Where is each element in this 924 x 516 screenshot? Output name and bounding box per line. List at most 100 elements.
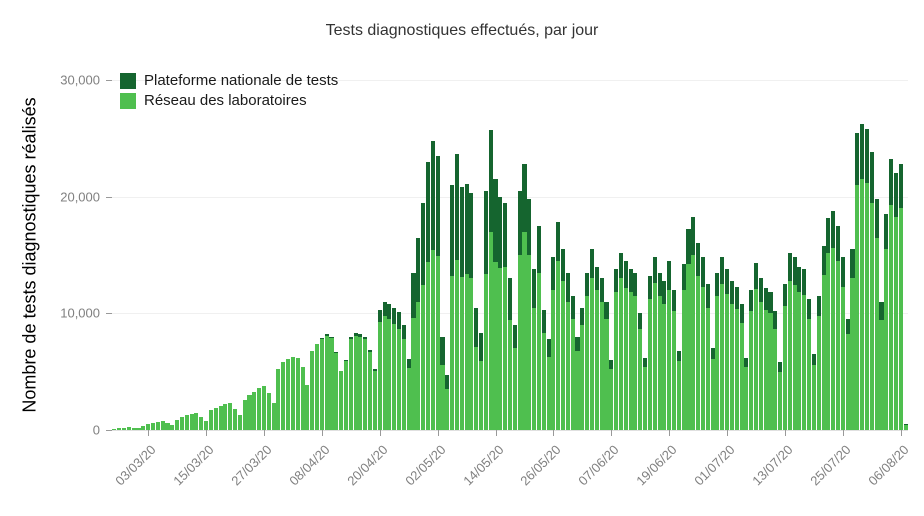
bar-segment [618,252,623,279]
bar-segment [879,320,884,430]
bar-segment [295,357,300,430]
bar-segment [435,155,440,257]
bar-segment [869,152,874,203]
bar-segment [580,307,585,325]
bar-segment [334,353,339,430]
bar-segment [589,249,595,279]
bar-segment [348,336,353,339]
x-tick-label: 07/06/20 [575,442,622,489]
bar-segment [421,285,426,430]
bar-segment [382,301,387,316]
bar-segment [517,255,522,430]
bar-segment [223,404,228,430]
bar-segment [734,308,739,430]
bar-segment [498,196,503,268]
bar-segment [561,249,566,281]
y-axis-label: Nombre de tests diagnostiques réalisés [19,97,40,413]
y-tick-label: 0 [92,422,100,438]
bar-segment [406,368,411,430]
bar-segment [353,333,358,336]
bar-segment [450,185,455,276]
bar-segment [860,124,865,180]
x-tick-mark [784,430,786,436]
bar-segment [339,370,344,430]
bar-segment [585,295,590,430]
bar-segment [884,214,889,250]
bar-segment [536,225,541,273]
bar-segment [411,318,416,430]
bar-segment [363,336,368,339]
bar-segment [821,245,826,275]
bar-segment [628,292,633,430]
bar-segment [715,272,720,296]
bar-segment [585,272,590,296]
bar-segment [493,179,498,262]
bar-segment [387,319,392,430]
x-tick-label: 14/05/20 [459,442,507,489]
bar-segment [488,130,493,232]
bar-segment [807,319,812,430]
bar-segment [406,358,411,369]
bar-segment [141,425,146,430]
bar-segment [324,334,329,336]
bar-segment [319,339,324,430]
bar-segment [179,417,184,430]
bar-segment [479,333,484,362]
bar-segment [763,287,768,310]
bar-segment [749,290,754,311]
bar-segment [165,423,170,430]
bar-segment [686,264,691,430]
bar-segment [768,313,773,430]
bar-segment [787,252,792,281]
bar-segment [334,351,339,353]
bar-segment [522,164,527,232]
x-tick-label: 25/07/20 [807,442,854,489]
bar-segment [792,285,797,430]
y-tick-mark [106,313,112,315]
bar-segment [314,343,320,430]
bar-segment [667,290,672,430]
bar-segment [396,312,402,329]
bar-segment [561,280,566,430]
x-tick-mark [437,430,439,436]
bar-segment [676,361,681,430]
x-tick-mark [611,430,613,436]
x-tick-label: 26/05/20 [517,442,565,489]
bar-segment [845,334,850,430]
bar-segment [903,424,908,430]
bar-segment [744,367,749,430]
bar-segment [705,284,710,308]
bar-segment [816,315,821,430]
bar-segment [454,153,459,260]
bar-segment [749,311,754,430]
bar-segment [261,385,266,430]
bar-segment [266,392,271,430]
bar-segment [657,295,662,430]
bar-segment [787,280,792,430]
bar-segment [232,409,238,430]
bar-segment [753,263,759,289]
bar-segment [662,304,667,430]
bar-segment [445,389,450,430]
bar-segment [310,350,315,430]
y-tick-mark [106,430,112,431]
bar-segment [160,420,165,430]
bar-segment [599,301,604,430]
bar-segment [807,299,812,320]
bar-segment [758,278,763,302]
bar-segment [527,199,532,255]
bar-segment [445,375,450,390]
bar-segment [889,159,894,205]
bar-segment [474,347,479,430]
bar-segment [855,185,860,430]
bar-segment [483,190,488,274]
bar-segment [869,202,874,430]
bar-segment [686,229,691,265]
bar-segment [580,325,585,430]
bar-segment [884,249,889,430]
bar-segment [773,328,778,430]
bar-segment [676,350,681,362]
bar-segment [889,204,894,430]
bar-segment [348,339,353,430]
